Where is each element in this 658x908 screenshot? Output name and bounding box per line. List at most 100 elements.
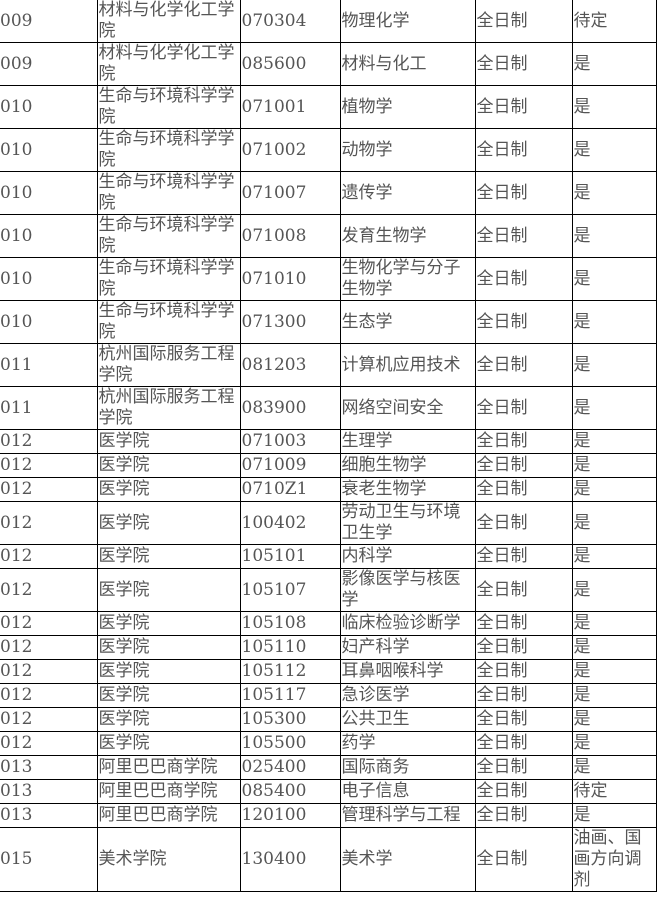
- major-name-cell: 生理学: [339, 429, 476, 454]
- study-mode-cell: 全日制: [474, 386, 573, 430]
- college-name-cell: 阿里巴巴商学院: [96, 779, 241, 804]
- college-name-cell: 杭州国际服务工程学院: [96, 343, 241, 387]
- college-name-cell: 医学院: [96, 501, 241, 545]
- college-code-cell: 012: [0, 568, 98, 612]
- table-row: 015 美术学院 130400 美术学 全日制 油画、国画方向调剂: [0, 827, 657, 892]
- major-name-cell: 耳鼻咽喉科学: [339, 659, 476, 684]
- college-name-cell: 生命与环境科学学院: [96, 257, 241, 301]
- college-name-cell: 生命与环境科学学院: [96, 128, 241, 172]
- major-name-cell: 临床检验诊断学: [339, 611, 476, 636]
- status-cell: 是: [571, 343, 657, 387]
- status-cell: 是: [571, 659, 657, 684]
- major-name-cell: 生物化学与分子生物学: [339, 257, 476, 301]
- status-cell: 是: [571, 477, 657, 502]
- college-name-cell: 医学院: [96, 659, 241, 684]
- major-code-cell: 025400: [239, 755, 341, 780]
- table-row: 009 材料与化学化工学院 070304 物理化学 全日制 待定: [0, 0, 657, 43]
- college-code-cell: 009: [0, 0, 98, 43]
- status-cell: 是: [571, 214, 657, 258]
- major-name-cell: 发育生物学: [339, 214, 476, 258]
- status-cell: 是: [571, 85, 657, 129]
- major-name-cell: 动物学: [339, 128, 476, 172]
- college-code-cell: 012: [0, 453, 98, 478]
- study-mode-cell: 全日制: [474, 635, 573, 660]
- major-code-cell: 071003: [239, 429, 341, 454]
- major-code-cell: 085400: [239, 779, 341, 804]
- college-name-cell: 生命与环境科学学院: [96, 85, 241, 129]
- study-mode-cell: 全日制: [474, 300, 573, 344]
- status-cell: 待定: [571, 779, 657, 804]
- college-code-cell: 010: [0, 171, 98, 215]
- study-mode-cell: 全日制: [474, 343, 573, 387]
- status-cell: 是: [571, 707, 657, 732]
- college-code-cell: 010: [0, 85, 98, 129]
- study-mode-cell: 全日制: [474, 257, 573, 301]
- table-row: 010 生命与环境科学学院 071008 发育生物学 全日制是: [0, 214, 657, 258]
- table-row: 013 阿里巴巴商学院 120100 管理科学与工程 全日制是: [0, 803, 657, 828]
- study-mode-cell: 全日制: [474, 731, 573, 756]
- college-name-cell: 生命与环境科学学院: [96, 171, 241, 215]
- major-code-cell: 105300: [239, 707, 341, 732]
- college-name-cell: 医学院: [96, 544, 241, 569]
- table-row: 010 生命与环境科学学院 071300 生态学 全日制是: [0, 300, 657, 344]
- major-code-cell: 071002: [239, 128, 341, 172]
- college-name-cell: 生命与环境科学学院: [96, 214, 241, 258]
- study-mode-cell: 全日制: [474, 611, 573, 636]
- study-mode-cell: 全日制: [474, 803, 573, 828]
- college-code-cell: 012: [0, 683, 98, 708]
- status-cell: 是: [571, 683, 657, 708]
- table-row: 013 阿里巴巴商学院 085400 电子信息 全日制 待定: [0, 779, 657, 804]
- status-cell: 是: [571, 568, 657, 612]
- college-code-cell: 010: [0, 300, 98, 344]
- major-name-cell: 网络空间安全: [339, 386, 476, 430]
- status-cell: 是: [571, 755, 657, 780]
- status-cell: 是: [571, 501, 657, 545]
- college-name-cell: 材料与化学化工学院: [96, 0, 241, 43]
- major-name-cell: 妇产科学: [339, 635, 476, 660]
- major-code-cell: 071009: [239, 453, 341, 478]
- college-name-cell: 阿里巴巴商学院: [96, 755, 241, 780]
- status-cell: 是: [571, 544, 657, 569]
- study-mode-cell: 全日制: [474, 568, 573, 612]
- major-code-cell: 071008: [239, 214, 341, 258]
- major-code-cell: 100402: [239, 501, 341, 545]
- status-cell: 是: [571, 300, 657, 344]
- status-cell: 是: [571, 635, 657, 660]
- status-cell: 待定: [571, 0, 657, 43]
- college-code-cell: 012: [0, 635, 98, 660]
- major-code-cell: 105500: [239, 731, 341, 756]
- college-code-cell: 011: [0, 343, 98, 387]
- major-name-cell: 衰老生物学: [339, 477, 476, 502]
- college-name-cell: 医学院: [96, 635, 241, 660]
- major-code-cell: 0710Z1: [239, 477, 341, 502]
- major-code-cell: 105112: [239, 659, 341, 684]
- study-mode-cell: 全日制: [474, 827, 573, 892]
- study-mode-cell: 全日制: [474, 544, 573, 569]
- major-code-cell: 105107: [239, 568, 341, 612]
- major-code-cell: 071001: [239, 85, 341, 129]
- college-code-cell: 010: [0, 257, 98, 301]
- major-name-cell: 细胞生物学: [339, 453, 476, 478]
- major-name-cell: 急诊医学: [339, 683, 476, 708]
- table-row: 009 材料与化学化工学院 085600 材料与化工 全日制是: [0, 42, 657, 86]
- major-code-cell: 130400: [239, 827, 341, 892]
- major-code-cell: 071300: [239, 300, 341, 344]
- study-mode-cell: 全日制: [474, 477, 573, 502]
- status-cell: 油画、国画方向调剂: [571, 827, 657, 892]
- study-mode-cell: 全日制: [474, 85, 573, 129]
- table-row: 010 生命与环境科学学院 071007 遗传学 全日制是: [0, 171, 657, 215]
- status-cell: 是: [571, 128, 657, 172]
- major-name-cell: 物理化学: [339, 0, 476, 43]
- major-name-cell: 影像医学与核医学: [339, 568, 476, 612]
- study-mode-cell: 全日制: [474, 707, 573, 732]
- college-code-cell: 013: [0, 755, 98, 780]
- college-name-cell: 生命与环境科学学院: [96, 300, 241, 344]
- college-code-cell: 012: [0, 501, 98, 545]
- college-code-cell: 009: [0, 42, 98, 86]
- study-mode-cell: 全日制: [474, 501, 573, 545]
- status-cell: 是: [571, 171, 657, 215]
- table-row: 011 杭州国际服务工程学院 081203 计算机应用技术 全日制是: [0, 343, 657, 387]
- major-name-cell: 材料与化工: [339, 42, 476, 86]
- study-mode-cell: 全日制: [474, 214, 573, 258]
- major-name-cell: 遗传学: [339, 171, 476, 215]
